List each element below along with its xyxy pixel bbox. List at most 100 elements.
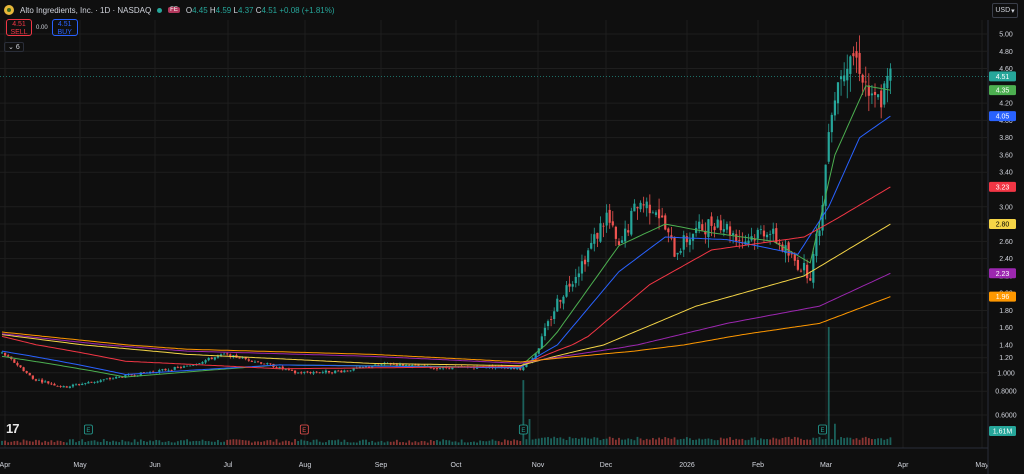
volume-bar xyxy=(287,441,290,445)
candle xyxy=(321,370,324,374)
volume-bar xyxy=(479,440,482,445)
indicators-toggle[interactable]: ⌄ 6 xyxy=(4,42,24,52)
candle xyxy=(627,223,630,236)
candle xyxy=(281,365,284,371)
volume-bar xyxy=(729,437,731,445)
volume-bar xyxy=(429,439,432,445)
volume-bar xyxy=(130,442,133,445)
candle xyxy=(796,256,799,272)
volume-bar xyxy=(766,439,768,445)
candle xyxy=(846,54,849,99)
candle xyxy=(864,66,867,97)
earnings-marker[interactable]: E xyxy=(299,424,309,435)
candle xyxy=(293,370,297,375)
ema-yellow-line xyxy=(1,223,891,367)
ema-purple-line xyxy=(1,272,891,364)
candle xyxy=(87,380,90,384)
candle xyxy=(722,219,725,237)
candle xyxy=(710,212,713,237)
volume-bar xyxy=(143,440,145,445)
volume-bar xyxy=(362,439,364,445)
volume-bar xyxy=(198,441,201,445)
volume-bar xyxy=(451,441,454,445)
volume-bar xyxy=(636,436,639,445)
volume-bar xyxy=(445,440,448,445)
volume-bar xyxy=(417,442,420,445)
volume-bar xyxy=(886,438,889,445)
earnings-marker[interactable]: E xyxy=(518,424,528,435)
volume-bar xyxy=(867,438,870,445)
volume-bar xyxy=(553,436,556,445)
candle xyxy=(173,366,176,371)
volume-bar xyxy=(790,438,793,445)
candle xyxy=(636,206,639,220)
volume-bar xyxy=(291,442,293,445)
volume-bar xyxy=(818,436,821,445)
y-tick-label: 4.80 xyxy=(999,49,1013,56)
candle xyxy=(661,207,664,218)
candle xyxy=(657,198,661,230)
earnings-marker[interactable]: E xyxy=(818,424,827,435)
y-tick-label: 2.60 xyxy=(999,239,1013,246)
volume-bar xyxy=(803,439,805,445)
candle xyxy=(852,46,855,66)
volume-bar xyxy=(735,438,738,445)
candle xyxy=(176,365,179,369)
volume-bar xyxy=(670,438,673,445)
candle xyxy=(189,365,192,367)
volume-bar xyxy=(525,439,528,445)
currency-selector[interactable]: USD ▾ xyxy=(992,3,1018,18)
volume-bar xyxy=(235,439,238,445)
volume-bar xyxy=(25,440,28,445)
volume-bar xyxy=(374,442,377,445)
y-tick-label: 2.40 xyxy=(999,256,1013,263)
x-tick-label: Nov xyxy=(532,462,545,469)
volume-bar xyxy=(738,439,741,445)
volume-bar xyxy=(642,440,645,445)
symbol-title[interactable]: Alto Ingredients, Inc. · 1D · NASDAQ xyxy=(20,5,152,15)
candle xyxy=(772,222,775,242)
candle xyxy=(244,357,247,361)
volume-bar xyxy=(806,439,809,445)
volume-bar xyxy=(62,442,65,445)
volume-bar xyxy=(457,442,460,445)
buy-button[interactable]: 4.51 BUY xyxy=(51,19,78,36)
volume-bar xyxy=(454,441,457,445)
volume-bar xyxy=(689,438,691,445)
candle xyxy=(309,371,312,375)
candle xyxy=(179,365,183,370)
volume-bar xyxy=(571,438,574,445)
candle xyxy=(694,220,698,237)
volume-bar xyxy=(719,437,722,445)
candle xyxy=(639,200,642,213)
volume-bar xyxy=(176,441,179,445)
volume-bar xyxy=(232,439,235,445)
volume-bar xyxy=(411,442,414,445)
volume-bar xyxy=(238,439,241,445)
candle xyxy=(590,233,593,250)
volume-bar xyxy=(661,439,664,445)
candle xyxy=(620,236,624,244)
candle xyxy=(349,370,352,372)
candle xyxy=(250,360,253,363)
volume-bar xyxy=(1,440,3,445)
sell-button[interactable]: 4.51 SELL xyxy=(6,19,32,36)
volume-bar xyxy=(180,440,182,445)
ema-red-line xyxy=(1,186,891,370)
earnings-marker[interactable]: E xyxy=(83,424,93,435)
volume-bar xyxy=(565,440,568,445)
volume-bar xyxy=(127,441,130,445)
volume-bar xyxy=(673,437,676,445)
volume-bar xyxy=(722,438,725,445)
volume-bar xyxy=(318,441,321,445)
chevron-down-icon: ▾ xyxy=(1011,7,1015,15)
volume-bar xyxy=(244,440,247,445)
candle xyxy=(673,236,676,258)
volume-bar xyxy=(217,440,219,445)
candle xyxy=(0,351,4,355)
price-change: +0.08 (+1.81%) xyxy=(279,5,335,15)
volume-bar xyxy=(195,440,198,445)
candle xyxy=(334,370,337,374)
